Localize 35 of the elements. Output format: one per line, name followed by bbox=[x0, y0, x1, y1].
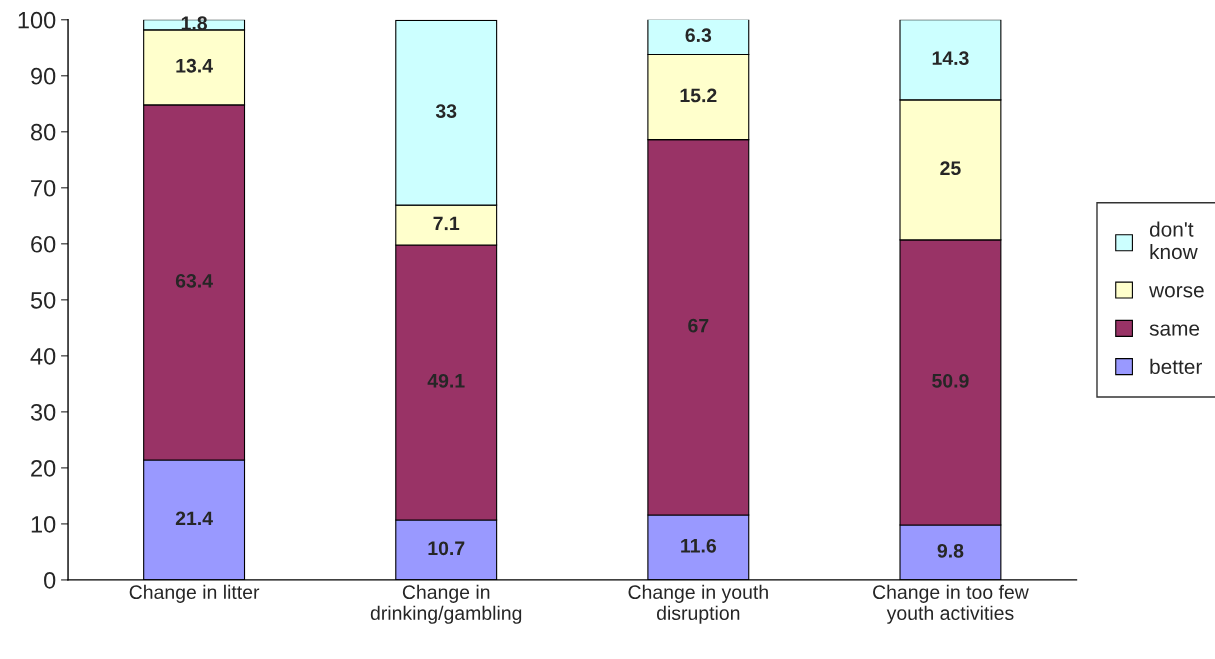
data-label: 67 bbox=[688, 318, 709, 333]
data-label: 1.8 bbox=[181, 16, 208, 31]
data-label: 63.4 bbox=[175, 273, 213, 288]
y-tick-label: 80 bbox=[31, 123, 56, 141]
y-tick-label: 40 bbox=[30, 347, 56, 365]
data-label: 11.6 bbox=[681, 538, 717, 553]
data-label: 49.1 bbox=[427, 373, 465, 388]
data-label: 15.2 bbox=[680, 88, 717, 103]
y-tick-label: 70 bbox=[31, 179, 56, 197]
y-tick-label: 30 bbox=[30, 403, 56, 421]
data-label: 9.8 bbox=[937, 543, 964, 558]
x-tick-label: Change in youth disruption bbox=[628, 584, 768, 624]
data-label: 21.4 bbox=[175, 511, 213, 526]
data-label: 13.4 bbox=[176, 58, 213, 73]
legend-label: worse bbox=[1149, 286, 1204, 298]
x-tick-label: Change in drinking/gambling bbox=[370, 584, 522, 624]
data-label: 50.9 bbox=[932, 373, 969, 388]
y-tick-label: 0 bbox=[44, 571, 56, 589]
data-label: 7.1 bbox=[433, 216, 460, 231]
y-tick-label: 10 bbox=[31, 515, 56, 533]
data-label: 14.3 bbox=[932, 51, 969, 66]
legend-label: don't know bbox=[1149, 221, 1198, 260]
legend-label: same bbox=[1149, 324, 1200, 336]
y-tick-label: 50 bbox=[30, 291, 56, 309]
x-tick-label: Change in litter bbox=[129, 584, 260, 603]
legend-label: better bbox=[1150, 358, 1202, 375]
y-tick-label: 90 bbox=[31, 67, 56, 85]
data-label: 6.3 bbox=[685, 28, 712, 43]
data-label: 10.7 bbox=[428, 541, 465, 556]
data-label: 25 bbox=[940, 161, 961, 176]
y-tick-label: 60 bbox=[31, 235, 56, 253]
y-tick-label: 100 bbox=[18, 11, 56, 29]
x-tick-label: Change in too few youth activities bbox=[873, 584, 1029, 624]
data-label: 33 bbox=[435, 104, 457, 118]
y-tick-label: 20 bbox=[31, 459, 56, 477]
